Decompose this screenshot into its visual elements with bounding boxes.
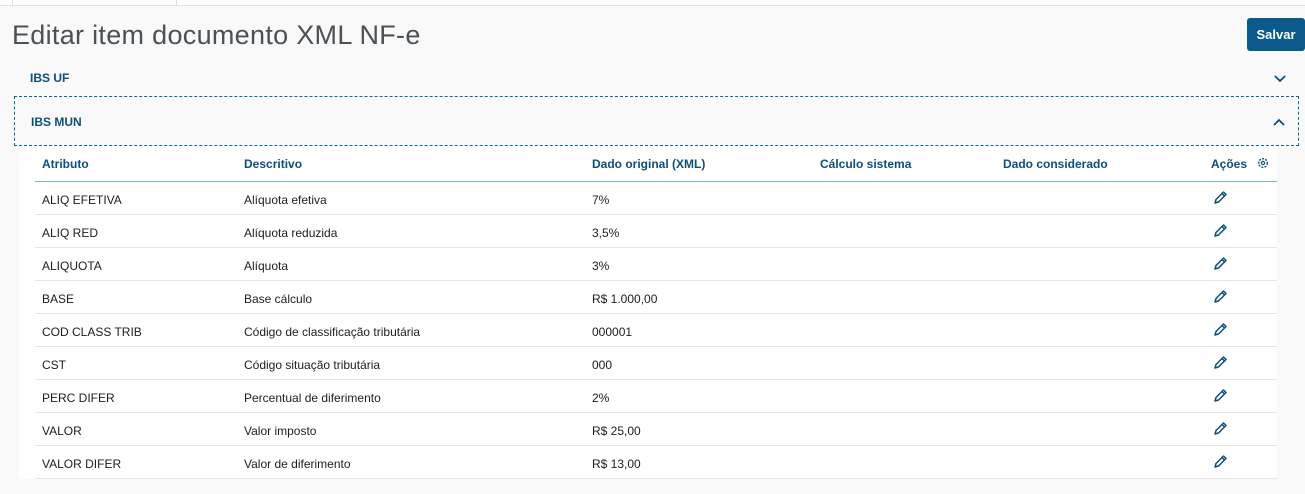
chevron-up-icon[interactable] <box>1272 117 1286 127</box>
tab-bar <box>0 0 1305 6</box>
table-row: CST Código situação tributária 000 <box>35 347 1277 380</box>
table-cell: ALIQ RED <box>42 226 99 240</box>
pencil-icon[interactable] <box>1213 421 1228 436</box>
table-cell: Alíquota reduzida <box>244 226 338 240</box>
table-row: ALIQ EFETIVA Alíquota efetiva 7% <box>35 182 1277 215</box>
table-cell: R$ 13,00 <box>592 457 641 471</box>
accordion-ibs-mun[interactable]: IBS MUN <box>14 96 1299 146</box>
pencil-icon[interactable] <box>1213 190 1228 205</box>
table-row: VALOR Valor imposto R$ 25,00 <box>35 413 1277 446</box>
table-cell: Percentual de diferimento <box>244 391 381 405</box>
accordion-ibs-uf[interactable]: IBS UF <box>14 62 1299 96</box>
table-cell: 000001 <box>592 325 633 339</box>
table-cell: 000 <box>592 358 613 372</box>
table-row: PERC DIFER Percentual de diferimento 2% <box>35 380 1277 413</box>
table-row: ALIQUOTA Alíquota 3% <box>35 248 1277 281</box>
table-cell: Alíquota efetiva <box>244 193 327 207</box>
save-button[interactable]: Salvar <box>1247 18 1305 51</box>
table-cell: COD CLASS TRIB <box>42 325 142 339</box>
pencil-icon[interactable] <box>1213 454 1228 469</box>
pencil-icon[interactable] <box>1213 289 1228 304</box>
pencil-icon[interactable] <box>1213 322 1228 337</box>
table-cell: Base cálculo <box>244 292 313 306</box>
table-row: ALIQ RED Alíquota reduzida 3,5% <box>35 215 1277 248</box>
table-header: Atributo Descritivo Dado original (XML) … <box>35 146 1277 182</box>
table-cell: CST <box>42 358 66 372</box>
table-cell: VALOR <box>42 424 82 438</box>
column-header[interactable]: Atributo <box>42 157 89 171</box>
column-header[interactable]: Cálculo sistema <box>820 157 912 171</box>
table-cell: Valor imposto <box>244 424 317 438</box>
attributes-table: Atributo Descritivo Dado original (XML) … <box>19 146 1277 479</box>
table-cell: 3% <box>592 259 610 273</box>
table-cell: R$ 1.000,00 <box>592 292 658 306</box>
table-cell: Valor de diferimento <box>244 457 351 471</box>
gear-icon[interactable] <box>1257 157 1269 169</box>
table-cell: 3,5% <box>592 226 620 240</box>
table-cell: Alíquota <box>244 259 289 273</box>
accordion-label: IBS MUN <box>31 115 82 129</box>
table-cell: R$ 25,00 <box>592 424 641 438</box>
table-cell: PERC DIFER <box>42 391 115 405</box>
table-cell: Código situação tributária <box>244 358 381 372</box>
table-cell: 7% <box>592 193 610 207</box>
table-row: VALOR DIFER Valor de diferimento R$ 13,00 <box>35 446 1277 479</box>
table-cell: 2% <box>592 391 610 405</box>
tab[interactable] <box>12 0 177 6</box>
chevron-down-icon[interactable] <box>1273 74 1287 84</box>
accordion-label: IBS UF <box>30 71 70 85</box>
page-title: Editar item documento XML NF-e <box>12 20 421 50</box>
column-header: Ações <box>1211 157 1248 171</box>
pencil-icon[interactable] <box>1213 223 1228 238</box>
pencil-icon[interactable] <box>1213 355 1228 370</box>
table-cell: BASE <box>42 292 75 306</box>
column-header[interactable]: Descritivo <box>244 157 303 171</box>
table-cell: VALOR DIFER <box>42 457 122 471</box>
table-row: BASE Base cálculo R$ 1.000,00 <box>35 281 1277 314</box>
pencil-icon[interactable] <box>1213 256 1228 271</box>
table-row: COD CLASS TRIB Código de classificação tr… <box>35 314 1277 347</box>
table-cell: ALIQUOTA <box>42 259 102 273</box>
column-header[interactable]: Dado original (XML) <box>592 157 706 171</box>
table-cell: ALIQ EFETIVA <box>42 193 122 207</box>
pencil-icon[interactable] <box>1213 388 1228 403</box>
table-cell: Código de classificação tributária <box>244 325 421 339</box>
column-header[interactable]: Dado considerado <box>1003 157 1108 171</box>
